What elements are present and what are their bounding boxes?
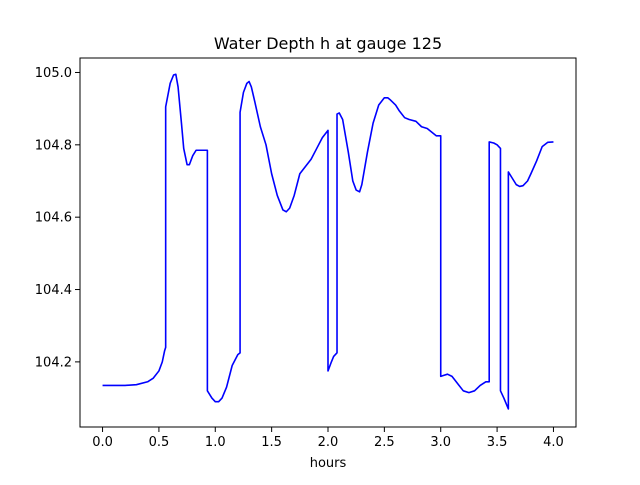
x-axis-label: hours [310,456,347,471]
x-tick-label: 2.0 [318,435,339,450]
y-tick-label: 104.4 [35,283,72,298]
x-tick-label: 1.5 [261,435,282,450]
x-tick-label: 1.0 [205,435,226,450]
y-tick-label: 105.0 [35,66,72,81]
x-tick-label: 0.5 [149,435,170,450]
y-tick-label: 104.2 [35,355,72,370]
series-line-0 [102,73,554,410]
y-axis-ticks: 104.2 104.4 104.6 104.8 105.0 [35,66,80,370]
x-tick-label: 3.5 [487,435,508,450]
x-tick-label: 4.0 [543,435,564,450]
y-tick-label: 104.8 [35,138,72,153]
x-tick-label: 3.0 [430,435,451,450]
x-tick-label: 2.5 [374,435,395,450]
x-axis-ticks: 0.0 0.5 1.0 1.5 2.0 2.5 3.0 3.5 4.0 [92,427,564,450]
x-tick-label: 0.0 [92,435,113,450]
chart-title: Water Depth h at gauge 125 [214,34,442,53]
y-tick-label: 104.6 [35,211,72,226]
